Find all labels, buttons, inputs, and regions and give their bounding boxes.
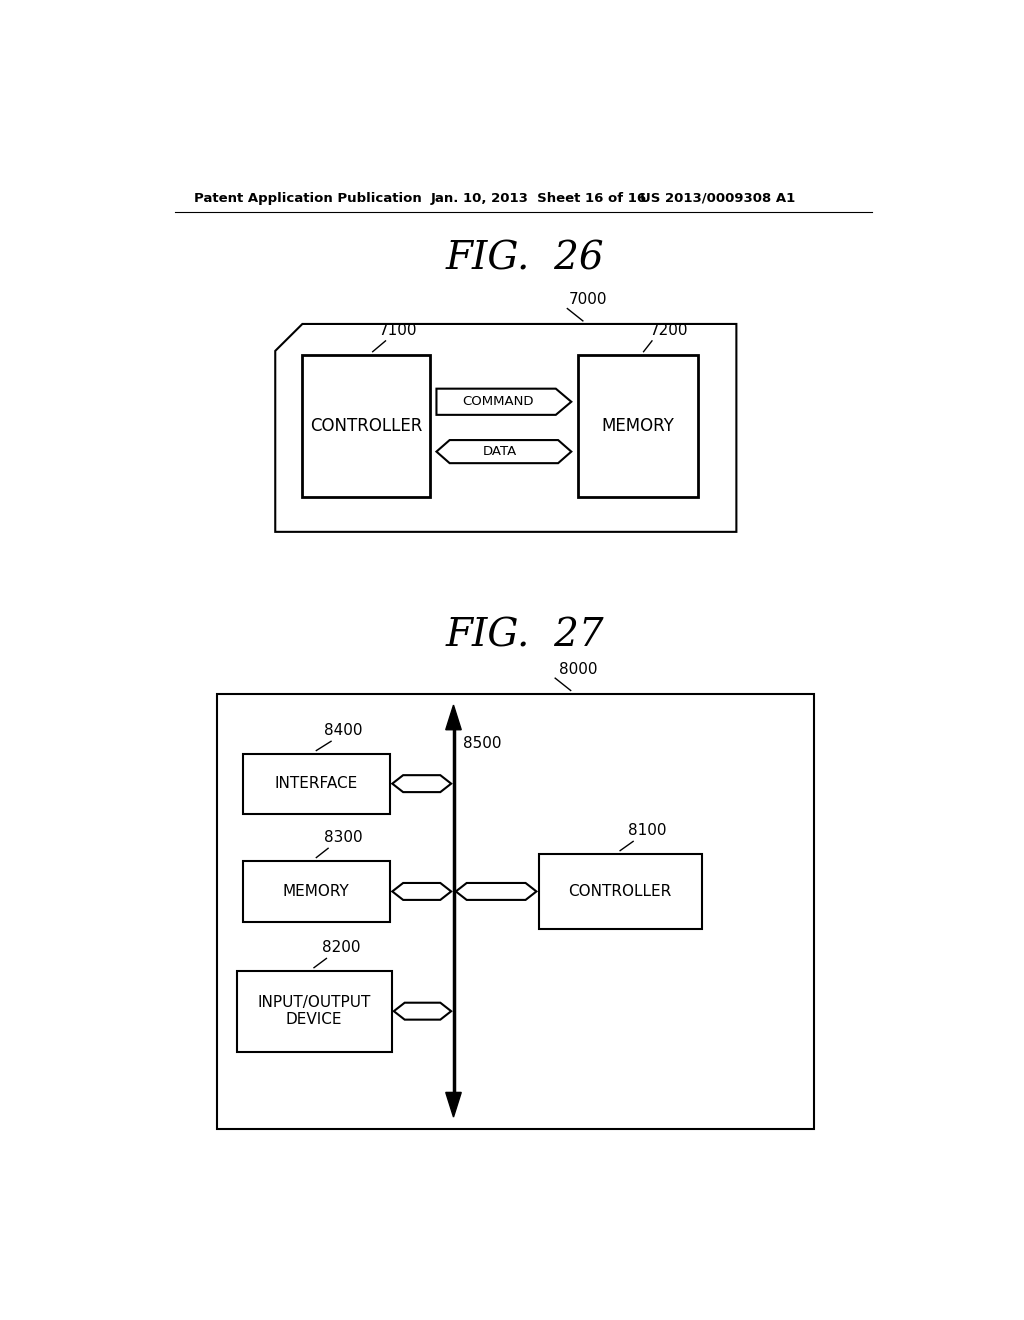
Text: INTERFACE: INTERFACE — [274, 776, 358, 791]
Text: Jan. 10, 2013  Sheet 16 of 16: Jan. 10, 2013 Sheet 16 of 16 — [430, 191, 646, 205]
Polygon shape — [436, 440, 571, 463]
Polygon shape — [392, 883, 452, 900]
Bar — [237, 970, 391, 1052]
Text: 8100: 8100 — [629, 824, 667, 838]
Polygon shape — [445, 705, 461, 730]
Text: COMMAND: COMMAND — [462, 395, 534, 408]
Bar — [243, 861, 390, 923]
Bar — [217, 693, 814, 1129]
Text: 7100: 7100 — [379, 323, 418, 338]
Text: 7200: 7200 — [649, 323, 688, 338]
Text: CONTROLLER: CONTROLLER — [568, 884, 672, 899]
Text: FIG.  26: FIG. 26 — [445, 240, 604, 277]
Text: INPUT/OUTPUT
DEVICE: INPUT/OUTPUT DEVICE — [257, 995, 371, 1027]
Text: DATA: DATA — [483, 445, 517, 458]
Bar — [243, 754, 390, 813]
Bar — [539, 854, 701, 929]
Polygon shape — [394, 1003, 452, 1019]
Text: 8400: 8400 — [324, 723, 362, 738]
Text: Patent Application Publication: Patent Application Publication — [194, 191, 422, 205]
Bar — [302, 355, 430, 498]
Bar — [578, 355, 697, 498]
Text: FIG.  27: FIG. 27 — [445, 618, 604, 655]
Polygon shape — [392, 775, 452, 792]
Polygon shape — [436, 388, 571, 414]
Text: MEMORY: MEMORY — [601, 417, 674, 436]
Text: US 2013/0009308 A1: US 2013/0009308 A1 — [640, 191, 795, 205]
Polygon shape — [445, 1093, 461, 1117]
Text: 8000: 8000 — [559, 661, 598, 677]
Text: 7000: 7000 — [569, 292, 607, 308]
Polygon shape — [456, 883, 537, 900]
Text: CONTROLLER: CONTROLLER — [310, 417, 423, 436]
Text: 8300: 8300 — [324, 830, 362, 845]
Text: MEMORY: MEMORY — [283, 884, 350, 899]
Text: 8200: 8200 — [322, 940, 360, 956]
Text: 8500: 8500 — [463, 737, 502, 751]
